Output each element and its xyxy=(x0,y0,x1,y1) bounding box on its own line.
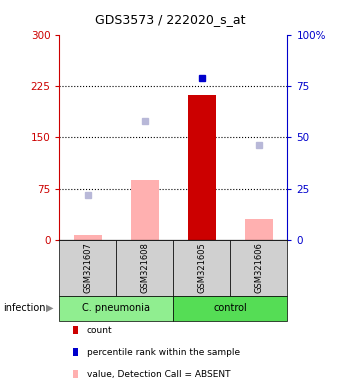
Text: ▶: ▶ xyxy=(46,303,53,313)
Text: GSM321607: GSM321607 xyxy=(84,242,92,293)
Text: C. pneumonia: C. pneumonia xyxy=(82,303,150,313)
Bar xyxy=(74,235,102,240)
Text: control: control xyxy=(214,303,247,313)
Text: infection: infection xyxy=(3,303,46,313)
Text: GSM321606: GSM321606 xyxy=(254,242,263,293)
Text: GSM321608: GSM321608 xyxy=(140,242,149,293)
Bar xyxy=(244,220,273,240)
Bar xyxy=(188,95,216,240)
Text: percentile rank within the sample: percentile rank within the sample xyxy=(87,348,240,357)
Text: count: count xyxy=(87,326,112,335)
Bar xyxy=(131,180,159,240)
Text: GSM321605: GSM321605 xyxy=(198,242,206,293)
Text: value, Detection Call = ABSENT: value, Detection Call = ABSENT xyxy=(87,369,230,379)
Text: GDS3573 / 222020_s_at: GDS3573 / 222020_s_at xyxy=(95,13,245,26)
